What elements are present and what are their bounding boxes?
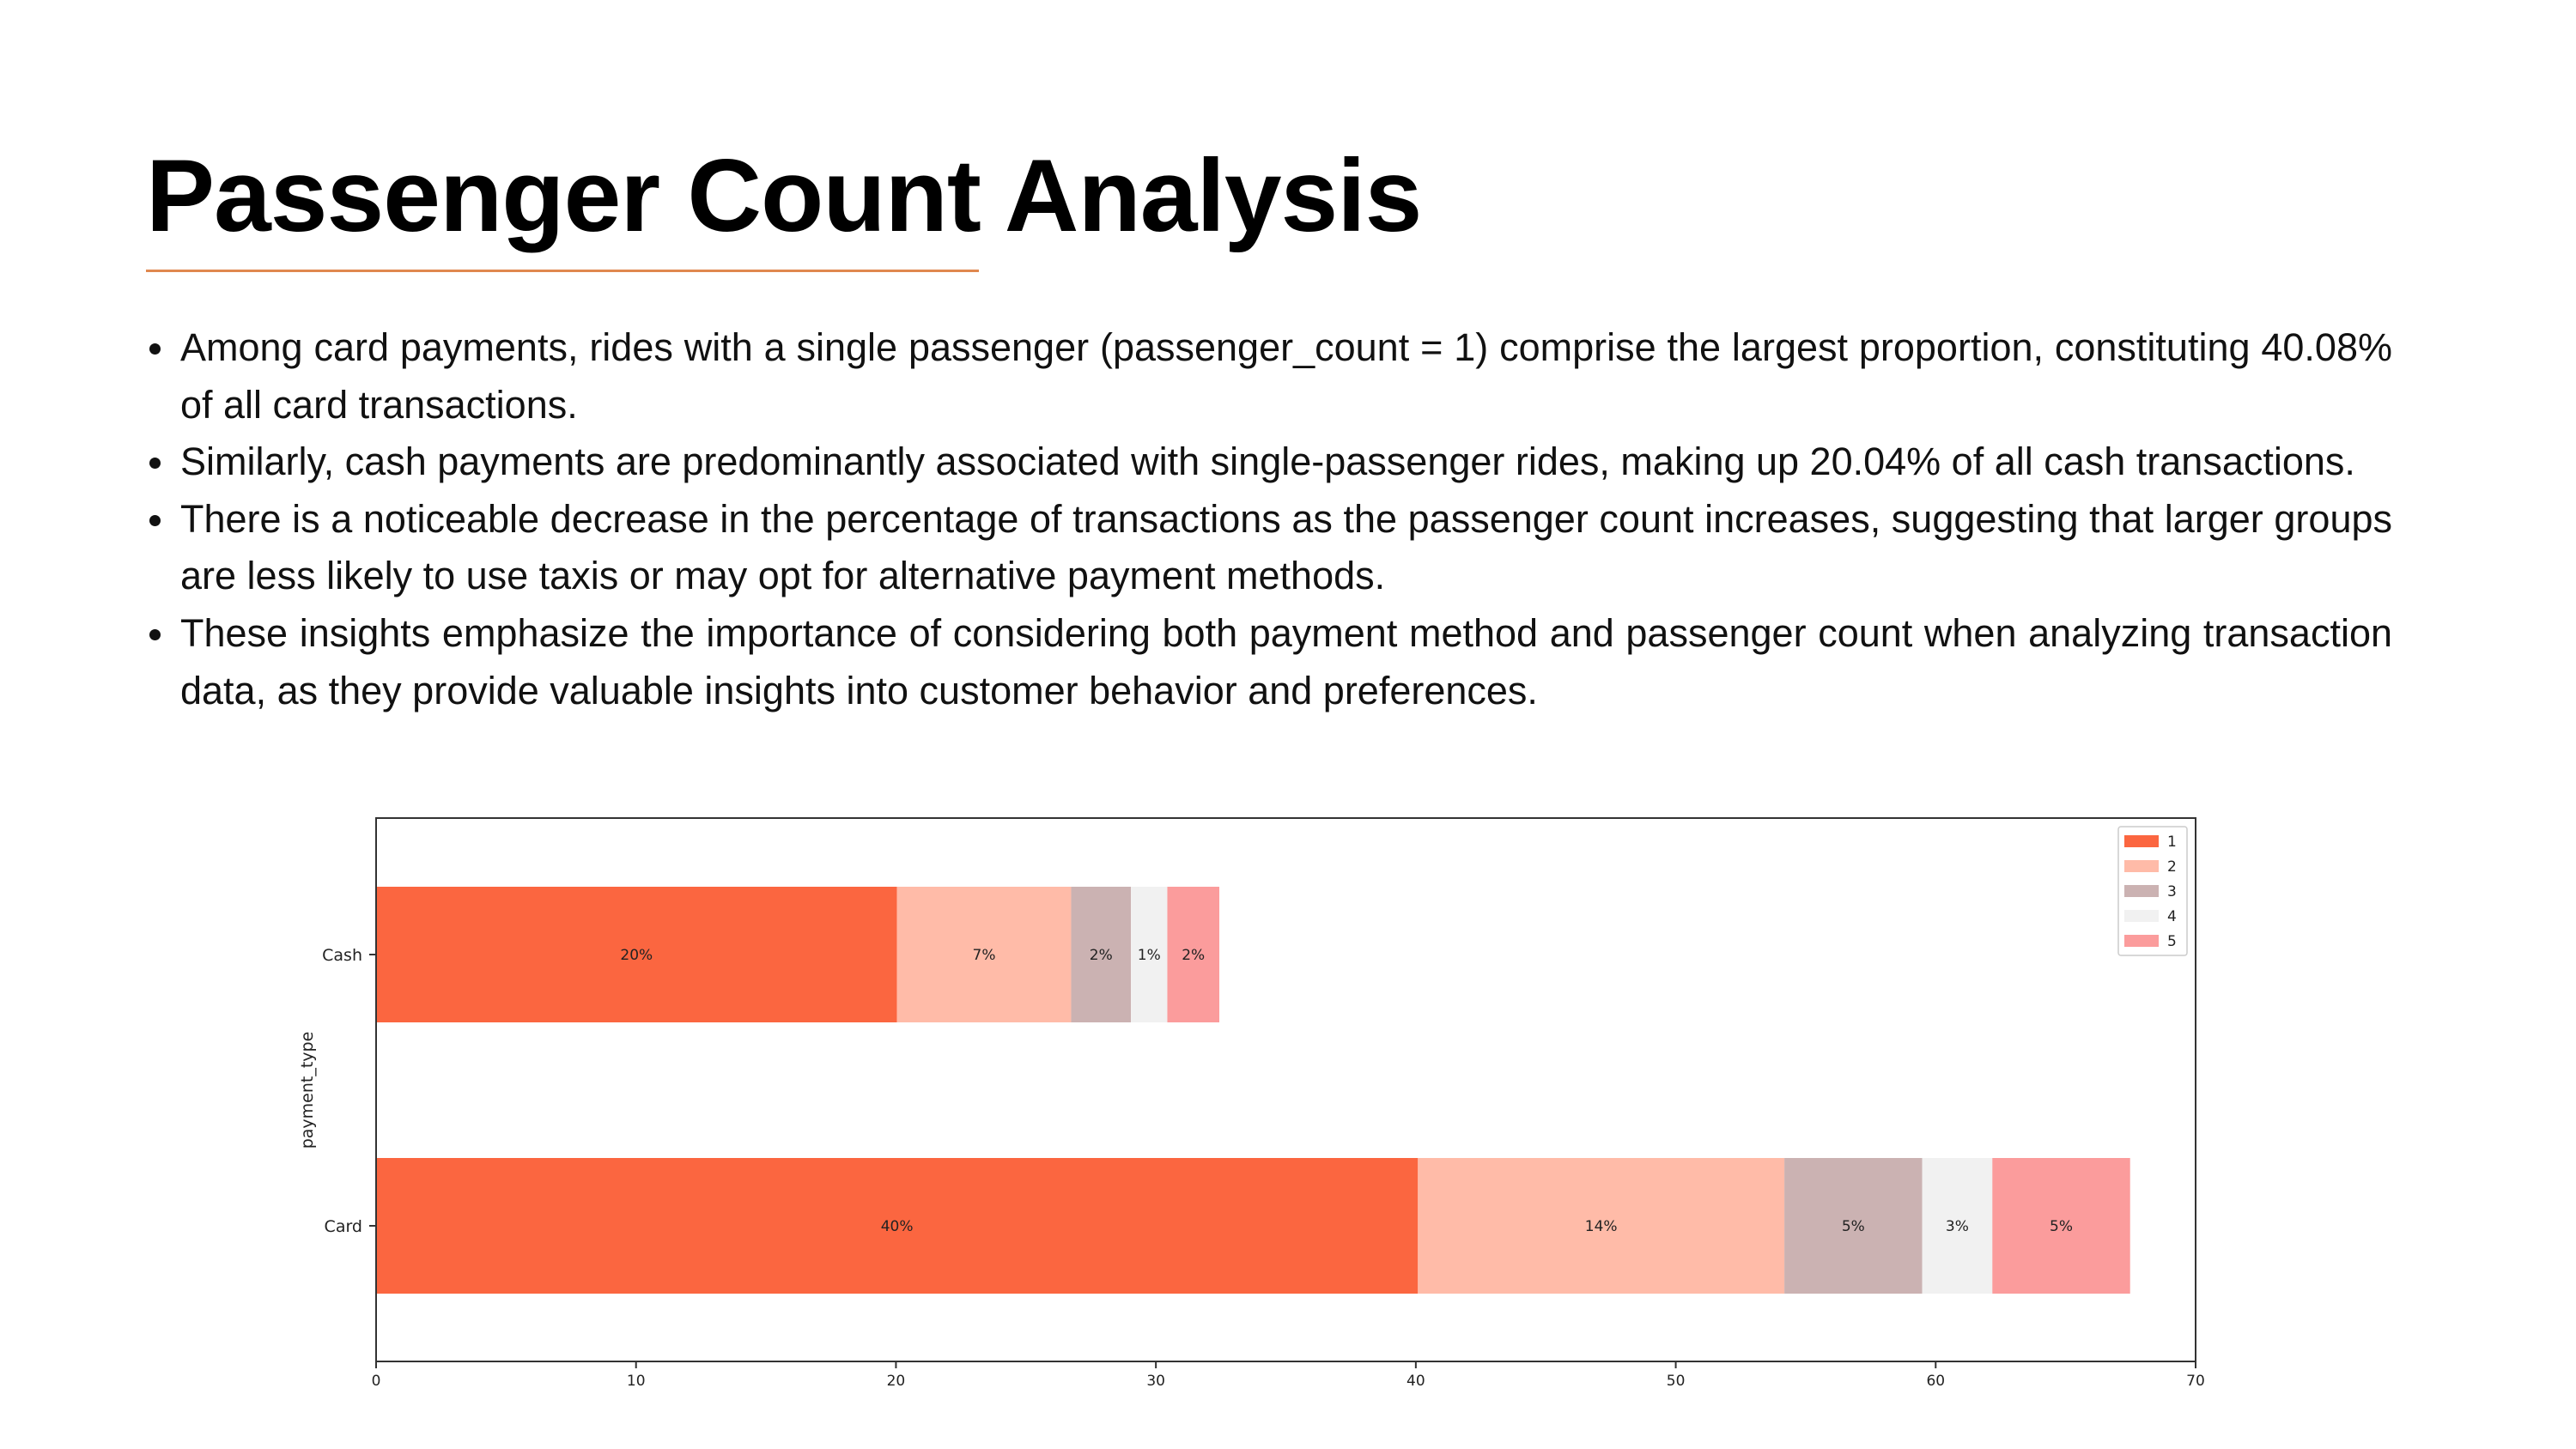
bar-card-5 [1992,1158,2130,1294]
bullet-item: There is a noticeable decrease in the pe… [149,491,2392,605]
x-tick-label: 30 [1146,1373,1165,1390]
plot-frame [375,817,2196,1362]
bar-card-1 [376,1158,1419,1294]
bullet-item: Among card payments, rides with a single… [149,319,2392,433]
bar-cash-1 [376,887,897,1022]
data-label: 3% [1946,1218,1969,1235]
data-label: 5% [2050,1218,2073,1235]
y-axis-label: payment_type [298,1032,317,1149]
bullet-item: Similarly, cash payments are predominant… [149,433,2392,491]
x-tick-label: 0 [372,1373,381,1390]
bar-cash-5 [1167,887,1220,1022]
x-tick-label: 20 [887,1373,906,1390]
legend-swatch-4 [2124,910,2159,922]
legend-label: 2 [2167,858,2177,876]
data-label: 40% [881,1218,914,1235]
data-label: 2% [1090,947,1113,964]
bar-card-3 [1784,1158,1923,1294]
y-tick-label: Card [325,1217,362,1236]
legend-swatch-3 [2124,885,2159,897]
x-tick-label: 60 [1926,1373,1945,1390]
bar-card-2 [1418,1158,1785,1294]
x-tick-label: 50 [1667,1373,1686,1390]
x-tick-label: 70 [2186,1373,2205,1390]
data-label: 1% [1138,947,1161,964]
slide-title: Passenger Count Analysis [146,138,1422,253]
bar-card-4 [1922,1158,1993,1294]
data-label: 5% [1842,1218,1865,1235]
data-label: 7% [973,947,996,964]
legend-swatch-2 [2124,860,2159,872]
title-underline [146,270,979,272]
legend-swatch-1 [2124,835,2159,847]
bullet-item: These insights emphasize the importance … [149,605,2392,719]
data-label: 2% [1182,947,1205,964]
x-tick-label: 10 [627,1373,646,1390]
bar-cash-2 [896,887,1072,1022]
data-label: 20% [620,947,653,964]
x-tick-label: 40 [1406,1373,1425,1390]
bullet-list: Among card payments, rides with a single… [146,319,2392,719]
legend-swatch-5 [2124,935,2159,947]
data-label: 14% [1585,1218,1618,1235]
legend-label: 5 [2167,933,2177,950]
bar-cash-4 [1131,887,1168,1022]
legend-label: 1 [2167,834,2177,851]
y-tick-label: Cash [322,946,362,965]
bar-cash-3 [1071,887,1132,1022]
legend-label: 3 [2167,883,2177,900]
legend-label: 4 [2167,908,2177,925]
